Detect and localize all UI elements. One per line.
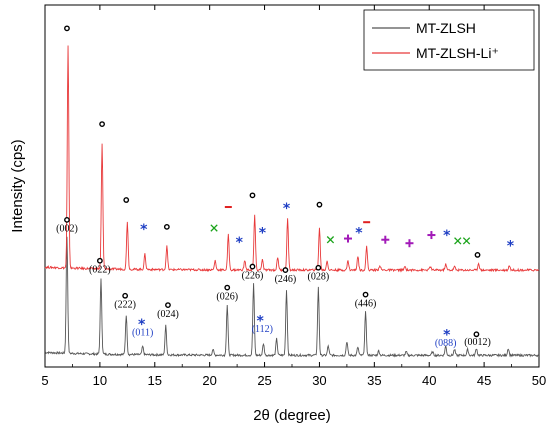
x-tick-label: 5 bbox=[41, 373, 48, 388]
circle-marker bbox=[96, 257, 103, 264]
plus-marker bbox=[343, 234, 352, 243]
cross-marker bbox=[326, 236, 335, 244]
circle-marker bbox=[99, 121, 105, 128]
circle-marker bbox=[249, 192, 256, 199]
x-axis-label: 2θ (degree) bbox=[253, 407, 331, 424]
circle-marker bbox=[122, 292, 129, 299]
circle-marker bbox=[249, 263, 256, 270]
hkl-label: (088) bbox=[435, 338, 457, 349]
circle-marker bbox=[362, 291, 369, 298]
circle-marker bbox=[165, 302, 171, 309]
star-marker: * bbox=[283, 201, 291, 217]
x-tick-label: 25 bbox=[257, 373, 271, 388]
x-tick-label: 15 bbox=[148, 373, 162, 388]
star-marker: * bbox=[355, 226, 363, 242]
circle-marker bbox=[224, 284, 231, 291]
hkl-label: (222) bbox=[114, 299, 136, 310]
hkl-label: (022) bbox=[89, 264, 111, 275]
y-axis-label: Intensity (cps) bbox=[9, 139, 26, 232]
hkl-label: (226) bbox=[242, 270, 264, 281]
circle-marker bbox=[123, 197, 130, 203]
star-marker: * bbox=[236, 235, 244, 251]
x-tick-label: 35 bbox=[367, 373, 381, 388]
plus-marker bbox=[381, 235, 390, 244]
circle-marker bbox=[163, 223, 170, 230]
circle-marker bbox=[64, 25, 70, 32]
hkl-label: (028) bbox=[308, 271, 330, 282]
plus-marker bbox=[427, 231, 436, 240]
x-tick-label: 40 bbox=[422, 373, 436, 388]
hkl-label: (446) bbox=[355, 298, 377, 309]
star-marker: * bbox=[507, 239, 515, 255]
hkl-label: (002) bbox=[56, 224, 78, 235]
hkl-label: (112) bbox=[252, 324, 273, 335]
cross-marker bbox=[210, 224, 218, 232]
circle-marker bbox=[473, 331, 480, 338]
circle-marker bbox=[474, 251, 481, 258]
circle-marker bbox=[282, 267, 289, 273]
star-marker: * bbox=[443, 228, 451, 244]
cross-marker bbox=[462, 237, 471, 245]
hkl-label: (246) bbox=[275, 274, 297, 285]
hkl-label: (024) bbox=[157, 309, 179, 320]
x-tick-label: 10 bbox=[93, 373, 107, 388]
star-marker: * bbox=[138, 317, 146, 333]
circle-marker bbox=[64, 216, 70, 223]
x-tick-label: 30 bbox=[312, 373, 326, 388]
legend: MT-ZLSH MT-ZLSH-Li⁺ bbox=[363, 9, 535, 71]
series-line-1 bbox=[44, 45, 540, 273]
x-axis-ticks: 5 10 15 20 25 30 35 40 45 50 bbox=[41, 5, 546, 388]
hkl-label: (026) bbox=[216, 291, 238, 302]
cross-marker bbox=[454, 237, 462, 245]
series-group bbox=[44, 45, 540, 358]
legend-box bbox=[363, 9, 535, 71]
series-line-0 bbox=[44, 236, 540, 358]
circle-marker bbox=[315, 264, 322, 271]
star-marker: * bbox=[443, 327, 451, 343]
legend-label-mt-zlsh-li: MT-ZLSH-Li⁺ bbox=[416, 45, 499, 61]
star-marker: * bbox=[259, 226, 267, 242]
star-marker: * bbox=[140, 222, 148, 238]
plus-marker bbox=[405, 239, 414, 248]
hkl-label: (0012) bbox=[464, 337, 491, 348]
circle-marker bbox=[316, 201, 323, 208]
x-tick-label: 50 bbox=[532, 373, 546, 388]
x-tick-label: 45 bbox=[477, 373, 491, 388]
star-marker: * bbox=[257, 313, 265, 329]
hkl-label: (011) bbox=[132, 327, 153, 338]
x-tick-label: 20 bbox=[202, 373, 216, 388]
legend-label-mt-zlsh: MT-ZLSH bbox=[416, 20, 476, 36]
peak-markers: * * * * * * * * * * bbox=[64, 25, 515, 343]
hkl-labels: (002) (022) (222) (024) (026) (226) (246) (028)… bbox=[56, 224, 491, 349]
